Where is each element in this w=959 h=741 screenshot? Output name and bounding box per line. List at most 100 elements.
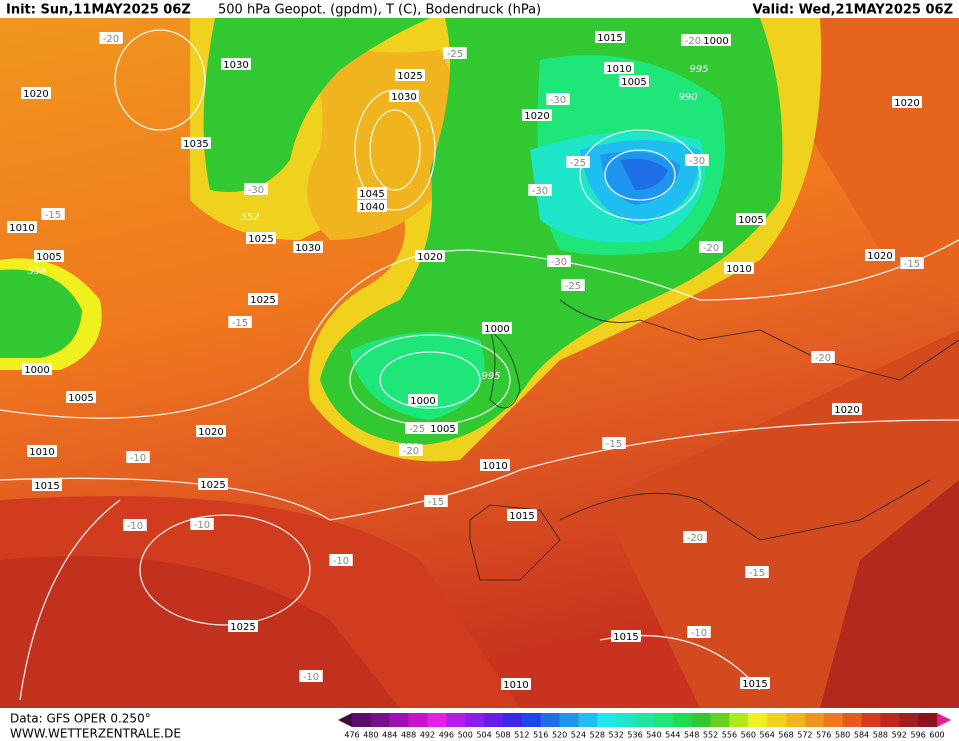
colorbar-cell — [502, 713, 523, 727]
label-box — [724, 262, 754, 274]
label-box — [892, 96, 922, 108]
label-box — [443, 47, 467, 59]
colorbar-label: 540 — [646, 731, 661, 740]
label-box — [395, 69, 425, 81]
colorbar-cell — [804, 713, 825, 727]
isobar-label: 1015 — [742, 679, 767, 690]
label-box — [399, 444, 423, 456]
isotherm-label: -10 — [333, 556, 349, 567]
isobar-label: 1020 — [894, 98, 919, 109]
colorbar-label: 496 — [439, 731, 454, 740]
label-box — [27, 445, 57, 457]
colorbar-label: 476 — [344, 731, 359, 740]
isobar-label: 1020 — [834, 405, 859, 416]
label-box — [480, 459, 510, 471]
colorbar-label: 576 — [816, 731, 831, 740]
label-box — [196, 425, 226, 437]
label-box — [546, 93, 570, 105]
colorbar-cell — [446, 713, 466, 727]
colorbar-arrow — [937, 713, 951, 727]
colorbar-label: 492 — [420, 731, 435, 740]
isobar-label: 1020 — [23, 89, 48, 100]
label-box — [547, 255, 571, 267]
label-box — [561, 279, 585, 291]
label-box — [619, 75, 649, 87]
valid-time: Valid: Wed,21MAY2025 06Z — [753, 3, 953, 18]
isobar-label: 1040 — [359, 202, 384, 213]
isobar-label: 1025 — [248, 234, 273, 245]
height-label: 552 — [240, 212, 259, 223]
label-box — [701, 34, 731, 46]
colorbar-label: 552 — [703, 731, 718, 740]
isobar-label: 1010 — [29, 447, 54, 458]
colorbar-cell — [748, 713, 768, 727]
height-label: 995 — [689, 64, 708, 75]
label-box — [21, 87, 51, 99]
website: WWW.WETTERZENTRALE.DE — [10, 727, 181, 741]
isotherm-label: -15 — [232, 318, 248, 329]
colorbar-cell — [899, 713, 919, 727]
isobar-label: 1010 — [606, 64, 631, 75]
isobar-label: 1000 — [410, 396, 435, 407]
colorbar-cell — [729, 713, 749, 727]
isobar-label: 1030 — [295, 243, 320, 254]
height-label: 990 — [678, 92, 697, 103]
map-title: 500 hPa Geopot. (gpdm), T (C), Bodendruc… — [218, 3, 541, 18]
label-box — [34, 250, 64, 262]
colorbar-cell — [691, 713, 711, 727]
colorbar-label: 508 — [495, 731, 510, 740]
colorbar-label: 512 — [514, 731, 529, 740]
colorbar-cell — [521, 713, 542, 727]
label-box — [428, 422, 458, 434]
colorbar: 476 480 484 488 492 496 500 504 508 512 516 520 524 5… — [338, 713, 951, 740]
colorbar-label: 504 — [476, 731, 491, 740]
label-box — [415, 250, 445, 262]
height-label: 558 — [27, 266, 46, 277]
isotherm-label: -20 — [815, 353, 831, 364]
isobar-label: 1000 — [484, 324, 509, 335]
colorbar-label: 536 — [627, 731, 642, 740]
colorbar-cell — [389, 713, 409, 727]
isobar-label: 1015 — [34, 481, 59, 492]
isobar-label: 1000 — [24, 365, 49, 376]
isobar-label: 1010 — [9, 223, 34, 234]
label-box — [745, 566, 769, 578]
colorbar-label: 580 — [835, 731, 850, 740]
isobar-label: 1025 — [200, 480, 225, 491]
isotherm-label: -25 — [570, 158, 586, 169]
label-box — [123, 519, 147, 531]
label-box — [602, 437, 626, 449]
isobar-label: 1025 — [250, 295, 275, 306]
label-box — [566, 156, 590, 168]
isotherm-label: -30 — [550, 95, 566, 106]
label-box — [604, 62, 634, 74]
label-box — [683, 531, 707, 543]
isobar-label: 1010 — [726, 264, 751, 275]
colorbar-label: 592 — [892, 731, 907, 740]
isobar-label: 1010 — [503, 680, 528, 691]
isotherm-label: -20 — [687, 533, 703, 544]
colorbar-cell — [559, 713, 579, 727]
isobar-label: 1020 — [867, 251, 892, 262]
colorbar-label: 596 — [910, 731, 925, 740]
isobar-label: 1015 — [613, 632, 638, 643]
data-source: Data: GFS OPER 0.250° — [10, 712, 151, 726]
isobar-label: 1015 — [509, 511, 534, 522]
isobar-label: 1020 — [417, 252, 442, 263]
isobar-label: 1005 — [430, 424, 455, 435]
isotherm-label: -10 — [130, 453, 146, 464]
isotherm-label: -10 — [691, 628, 707, 639]
label-box — [293, 241, 323, 253]
label-box — [865, 249, 895, 261]
label-box — [699, 241, 723, 253]
isotherm-label: -15 — [428, 497, 444, 508]
isobar-label: 1005 — [621, 77, 646, 88]
colorbar-arrow — [338, 713, 352, 727]
colorbar-cell — [616, 713, 636, 727]
colorbar-label: 572 — [797, 731, 812, 740]
label-box — [501, 678, 531, 690]
isobar-label: 1015 — [597, 33, 622, 44]
colorbar-cell — [672, 713, 692, 727]
isotherm-label: -30 — [532, 186, 548, 197]
colorbar-cell — [352, 713, 372, 727]
